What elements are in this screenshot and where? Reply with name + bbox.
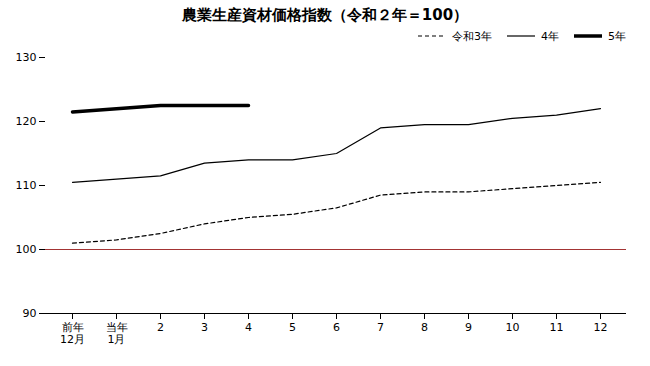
svg-text:100: 100	[16, 243, 37, 256]
svg-text:9: 9	[465, 321, 472, 334]
svg-text:110: 110	[16, 179, 37, 192]
html-text:令和3年: 令和3年	[452, 29, 492, 43]
svg-text:当年1月: 当年1月	[106, 321, 128, 346]
svg-text:3: 3	[201, 321, 208, 334]
svg-text:90: 90	[23, 307, 37, 320]
svg-text:12: 12	[594, 321, 608, 334]
svg-text:前年12月: 前年12月	[60, 321, 85, 346]
html-text:5年: 5年	[608, 29, 626, 43]
svg-text:5: 5	[289, 321, 296, 334]
svg-text:11: 11	[550, 321, 564, 334]
svg-text:8: 8	[421, 321, 428, 334]
svg-text:120: 120	[16, 115, 37, 128]
svg-text:2: 2	[157, 321, 164, 334]
svg-text:10: 10	[506, 321, 520, 334]
html-text:4年: 4年	[541, 29, 559, 43]
html-text:農業生産資材価格指数（令和２年＝100）: 農業生産資材価格指数（令和２年＝100）	[181, 6, 469, 24]
svg-text:130: 130	[16, 51, 37, 64]
svg-text:4: 4	[245, 321, 252, 334]
svg-text:6: 6	[333, 321, 340, 334]
svg-text:7: 7	[377, 321, 384, 334]
